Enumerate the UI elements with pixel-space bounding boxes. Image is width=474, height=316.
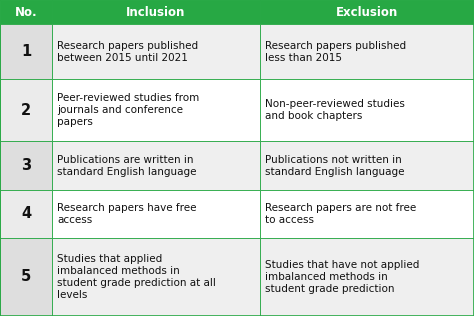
- Text: Non-peer-reviewed studies
and book chapters: Non-peer-reviewed studies and book chapt…: [265, 99, 405, 121]
- Bar: [52, 238, 260, 316]
- Text: Publications are written in
standard English language: Publications are written in standard Eng…: [57, 155, 197, 177]
- Bar: [260, 142, 474, 190]
- Bar: [0, 0, 52, 24]
- Text: 4: 4: [21, 206, 31, 221]
- Bar: [0, 79, 52, 142]
- Bar: [52, 190, 260, 238]
- Text: Research papers published
between 2015 until 2021: Research papers published between 2015 u…: [57, 41, 198, 63]
- Bar: [0, 190, 52, 238]
- Bar: [0, 142, 52, 190]
- Bar: [52, 142, 260, 190]
- Bar: [260, 24, 474, 79]
- Bar: [260, 0, 474, 24]
- Bar: [260, 190, 474, 238]
- Bar: [0, 24, 52, 79]
- Text: Exclusion: Exclusion: [336, 6, 398, 19]
- Bar: [260, 238, 474, 316]
- Text: No.: No.: [15, 6, 37, 19]
- Text: Peer-reviewed studies from
journals and conference
papers: Peer-reviewed studies from journals and …: [57, 93, 199, 127]
- Bar: [0, 238, 52, 316]
- Text: Studies that applied
imbalanced methods in
student grade prediction at all
level: Studies that applied imbalanced methods …: [57, 254, 216, 300]
- Bar: [52, 24, 260, 79]
- Bar: [260, 79, 474, 142]
- Text: 2: 2: [21, 103, 31, 118]
- Text: Inclusion: Inclusion: [126, 6, 186, 19]
- Text: Research papers have free
access: Research papers have free access: [57, 203, 197, 225]
- Text: 5: 5: [21, 269, 31, 284]
- Text: 3: 3: [21, 158, 31, 173]
- Bar: [52, 0, 260, 24]
- Bar: [52, 79, 260, 142]
- Text: 1: 1: [21, 44, 31, 59]
- Text: Studies that have not applied
imbalanced methods in
student grade prediction: Studies that have not applied imbalanced…: [265, 260, 419, 294]
- Text: Publications not written in
standard English language: Publications not written in standard Eng…: [265, 155, 404, 177]
- Text: Research papers are not free
to access: Research papers are not free to access: [265, 203, 416, 225]
- Text: Research papers published
less than 2015: Research papers published less than 2015: [265, 41, 406, 63]
